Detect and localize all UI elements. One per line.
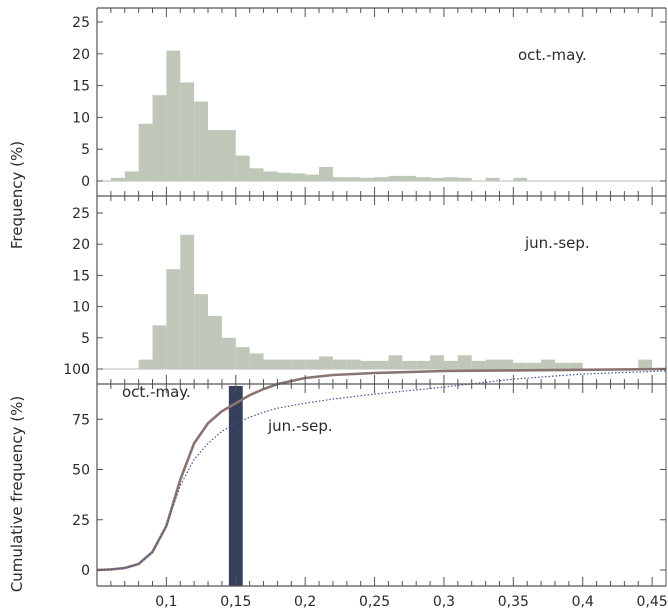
histogram-bar [277, 359, 292, 369]
histogram-bar [221, 130, 236, 181]
ytick-label: 15 [72, 268, 90, 284]
histogram-bar [277, 172, 292, 181]
histogram-bar [360, 360, 375, 369]
histogram-bar [305, 359, 320, 369]
histogram-bar [430, 177, 444, 181]
xtick-label: 0,4 [572, 594, 594, 610]
ytick-label: 25 [72, 15, 90, 31]
ytick-label: 10 [72, 300, 90, 316]
histogram-bar [235, 155, 250, 181]
histogram-bar [416, 177, 431, 181]
histogram-bar [485, 177, 500, 181]
histogram-bar [457, 177, 472, 181]
bottom-annotation-junsep: jun.-sep. [267, 417, 333, 435]
top-ylabel: Frequency (%) [8, 141, 26, 249]
histogram-bar [499, 359, 514, 369]
histogram-bar [249, 353, 264, 369]
histogram-bar [263, 359, 278, 369]
histogram-bar [346, 177, 361, 181]
histogram-bar [541, 359, 555, 369]
bottom-annotation-octmay: oct.-may. [122, 383, 191, 401]
ytick-label: 15 [72, 79, 90, 95]
histogram-bar [138, 359, 153, 369]
xtick-label: 0,15 [220, 594, 251, 610]
histogram-bar [194, 101, 209, 181]
ytick-label: 10 [72, 110, 90, 126]
ytick-label: 25 [72, 513, 90, 529]
middle-annotation: jun.-sep. [524, 234, 590, 252]
histogram-bar [166, 269, 181, 369]
histogram-bar [485, 359, 500, 369]
histogram-bar [263, 171, 278, 181]
histogram-bar [152, 95, 167, 181]
histogram-bar [568, 362, 583, 369]
histogram-bar [180, 234, 195, 369]
histogram-bar [402, 360, 417, 369]
histogram-bar [388, 355, 403, 369]
ytick-label: 0 [81, 362, 90, 378]
histogram-bar [319, 167, 333, 181]
top-annotation: oct.-may. [518, 46, 587, 64]
histogram-bar [221, 337, 236, 369]
histogram-bar [332, 177, 347, 181]
histogram-bar [443, 360, 458, 369]
xtick-label: 0,45 [637, 594, 668, 610]
histogram-bar [402, 175, 417, 181]
histogram-bar [374, 360, 389, 369]
histogram-bar [360, 177, 375, 181]
xtick-label: 0,2 [294, 594, 316, 610]
histogram-bar [208, 315, 222, 369]
histogram-bar [513, 177, 528, 181]
histogram-bar [443, 177, 458, 181]
ytick-label: 5 [81, 331, 90, 347]
histogram-bar [124, 171, 139, 181]
histogram-bar [194, 294, 209, 369]
ytick-label: 20 [72, 47, 90, 63]
bottom-ylabel: Cumulative frequency (%) [8, 396, 26, 592]
ytick-label: 0 [81, 174, 90, 190]
histogram-bar [249, 168, 264, 181]
histogram-bar [152, 325, 167, 369]
histogram-bar [180, 82, 195, 181]
histogram-bar [388, 175, 403, 181]
histogram-bar [235, 347, 250, 369]
xtick-label: 0,3 [433, 594, 455, 610]
histogram-bar [554, 362, 569, 369]
histogram-bar [138, 123, 153, 181]
histogram-bar [291, 359, 306, 369]
ytick-label: 20 [72, 237, 90, 253]
histogram-bar [291, 173, 306, 181]
histogram-bar [305, 174, 320, 181]
histogram-bar [638, 359, 653, 369]
xtick-label: 0,1 [155, 594, 177, 610]
histogram-bar [527, 362, 542, 369]
histogram-bar [471, 360, 486, 369]
histogram-bar [346, 359, 361, 369]
histogram-bar [110, 177, 125, 181]
line-oct-may [96, 367, 667, 572]
ytick-label: 25 [72, 206, 90, 222]
threshold-band [228, 386, 243, 586]
ytick-label: 100 [63, 362, 90, 378]
ytick-label: 0 [81, 563, 90, 579]
ytick-label: 75 [72, 412, 90, 428]
histogram-bar [332, 359, 347, 369]
histogram-bar [416, 360, 431, 369]
line-jun-sep [96, 370, 667, 571]
ytick-label: 50 [72, 463, 90, 479]
histogram-bar [319, 356, 333, 369]
histogram-bar [166, 50, 181, 182]
xtick-label: 0,25 [359, 594, 390, 610]
xtick-label: 0,35 [498, 594, 529, 610]
histogram-bar [430, 355, 444, 369]
histogram-bar [374, 177, 389, 181]
histogram-bar [208, 130, 222, 181]
histogram-bar [457, 355, 472, 369]
ytick-label: 5 [81, 142, 90, 158]
histogram-bar [513, 362, 528, 369]
